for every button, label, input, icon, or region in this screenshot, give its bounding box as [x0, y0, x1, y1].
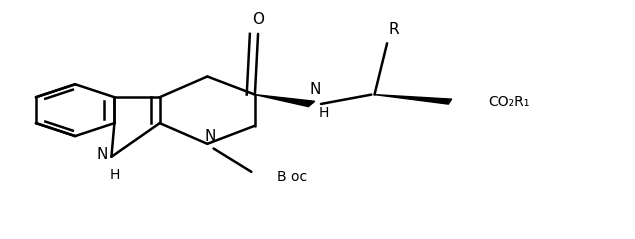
- Text: R: R: [388, 22, 399, 37]
- Polygon shape: [255, 95, 315, 107]
- Text: H: H: [319, 106, 330, 120]
- Text: B oc: B oc: [277, 169, 307, 184]
- Text: N: N: [309, 82, 321, 98]
- Text: O: O: [252, 12, 264, 27]
- Text: N: N: [204, 129, 216, 144]
- Text: N: N: [97, 147, 108, 162]
- Text: H: H: [109, 168, 120, 183]
- Text: CO₂R₁: CO₂R₁: [488, 95, 529, 109]
- Polygon shape: [375, 95, 451, 104]
